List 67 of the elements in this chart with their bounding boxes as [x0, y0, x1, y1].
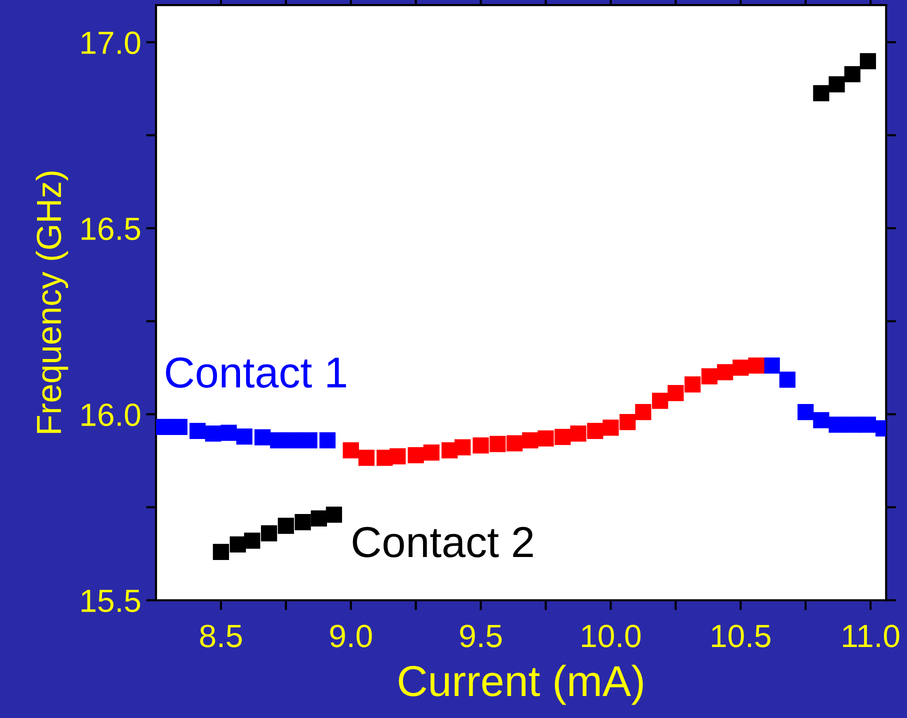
- point: [506, 435, 523, 452]
- point: [205, 426, 222, 442]
- point: [490, 436, 506, 452]
- x-tick-label: 10.5: [712, 624, 770, 648]
- x-tick-label: 8.5: [200, 624, 242, 648]
- y-tick-label: 17.0: [82, 31, 140, 54]
- point: [310, 510, 327, 526]
- point: [278, 518, 294, 534]
- point: [270, 432, 286, 448]
- point: [294, 514, 311, 530]
- point: [668, 384, 684, 402]
- point: [454, 439, 471, 456]
- point: [813, 412, 830, 428]
- point: [716, 364, 734, 380]
- point: [701, 368, 718, 384]
- y-tick-label: 15.5: [82, 590, 140, 612]
- point: [748, 357, 764, 374]
- point: [301, 432, 318, 448]
- point: [602, 420, 619, 436]
- point: [779, 372, 796, 388]
- point: [554, 428, 571, 445]
- x-tick-label: 11.0: [843, 624, 900, 648]
- point: [684, 376, 701, 393]
- point: [570, 426, 586, 442]
- x-axis-title: Current (mA): [398, 664, 643, 705]
- x-tick-label: 9.5: [460, 624, 502, 648]
- point: [620, 414, 636, 430]
- series-label: Contact 1: [166, 357, 346, 388]
- point: [254, 429, 271, 446]
- point: [358, 450, 375, 466]
- point: [236, 428, 252, 445]
- point: [828, 416, 845, 433]
- point: [220, 424, 237, 441]
- x-tick-label: 10.0: [582, 624, 641, 648]
- point: [860, 416, 876, 433]
- point: [538, 430, 554, 446]
- point: [732, 360, 749, 376]
- point: [472, 437, 489, 454]
- point: [813, 85, 830, 102]
- y-tick-label: 16.5: [82, 218, 140, 240]
- point: [156, 418, 172, 435]
- point: [212, 544, 230, 560]
- point: [652, 392, 668, 409]
- point: [244, 532, 260, 549]
- point: [860, 53, 876, 70]
- y-axis-title: Frequency (GHz): [36, 172, 68, 433]
- point: [764, 357, 780, 374]
- point: [319, 432, 336, 448]
- point: [587, 422, 604, 440]
- point: [286, 432, 302, 448]
- point: [828, 76, 845, 92]
- point: [390, 448, 406, 464]
- point: [635, 404, 652, 420]
- point: [423, 444, 440, 461]
- y-tick-label: 16.0: [82, 404, 140, 426]
- point: [844, 416, 860, 433]
- point: [326, 506, 342, 523]
- series-label: Contact 2: [352, 526, 533, 558]
- x-tick-label: 9.0: [330, 624, 372, 648]
- point: [844, 66, 860, 82]
- point: [522, 432, 538, 448]
- point: [408, 447, 424, 464]
- point: [260, 525, 278, 542]
- point: [798, 404, 814, 420]
- point: [190, 422, 206, 440]
- point: [171, 418, 188, 435]
- point: [342, 442, 359, 458]
